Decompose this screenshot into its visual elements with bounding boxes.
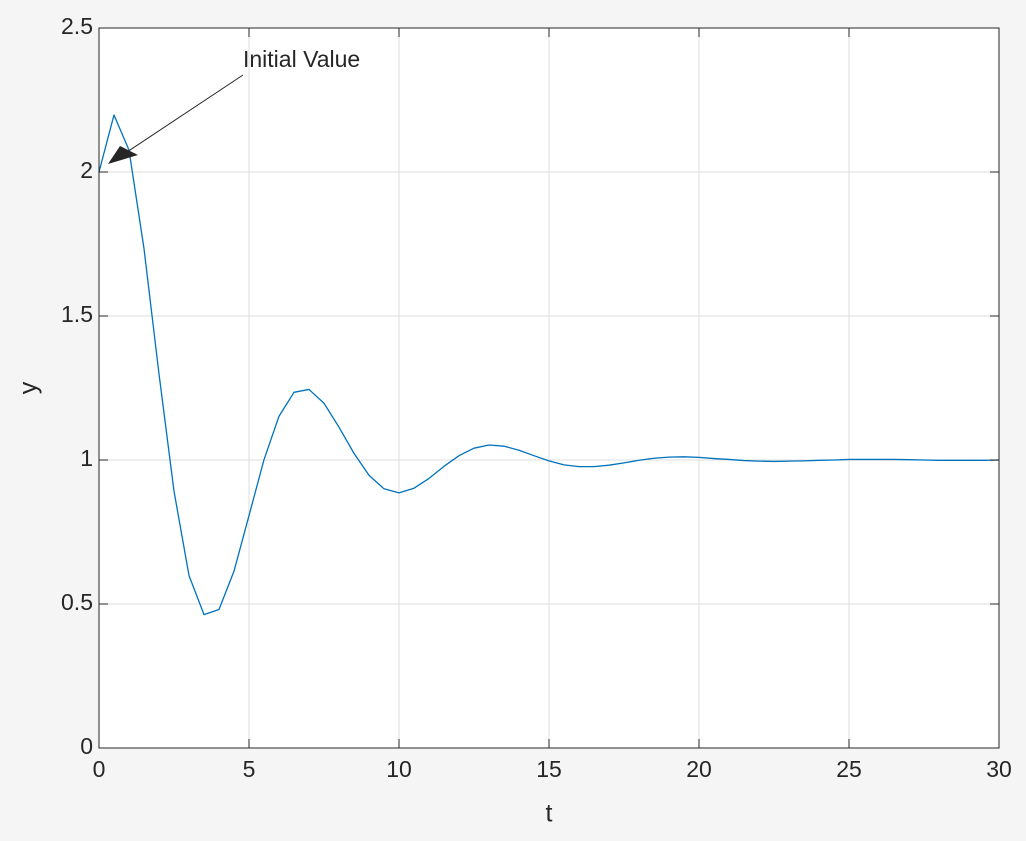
- y-tick-label: 1.5: [61, 301, 93, 327]
- y-tick-label: 1: [80, 445, 93, 471]
- x-tick-label: 5: [243, 756, 256, 782]
- y-tick-label: 0.5: [61, 589, 93, 615]
- ticks: 0 5 10 15 20 25 30 0 0.5 1 1.5 2 2.5: [61, 13, 1012, 782]
- annotation-arrow-line: [123, 74, 244, 155]
- annotation-arrowhead: [108, 146, 138, 164]
- line-series: [98, 114, 1000, 616]
- y-axis-label: y: [15, 381, 43, 394]
- data: [98, 114, 1000, 616]
- x-tick-label: 20: [686, 756, 712, 782]
- annotation: Initial Value: [243, 46, 360, 72]
- y-tick-label: 2: [80, 157, 93, 183]
- x-tick-label: 30: [986, 756, 1012, 782]
- x-tick-label: 10: [386, 756, 412, 782]
- y-tick-label: 2.5: [61, 13, 93, 39]
- x-tick-label: 0: [93, 756, 106, 782]
- x-axis-label: t: [546, 800, 553, 828]
- x-tick-label: 25: [836, 756, 862, 782]
- x-tick-label: 15: [536, 756, 562, 782]
- y-tick-label: 0: [80, 733, 93, 759]
